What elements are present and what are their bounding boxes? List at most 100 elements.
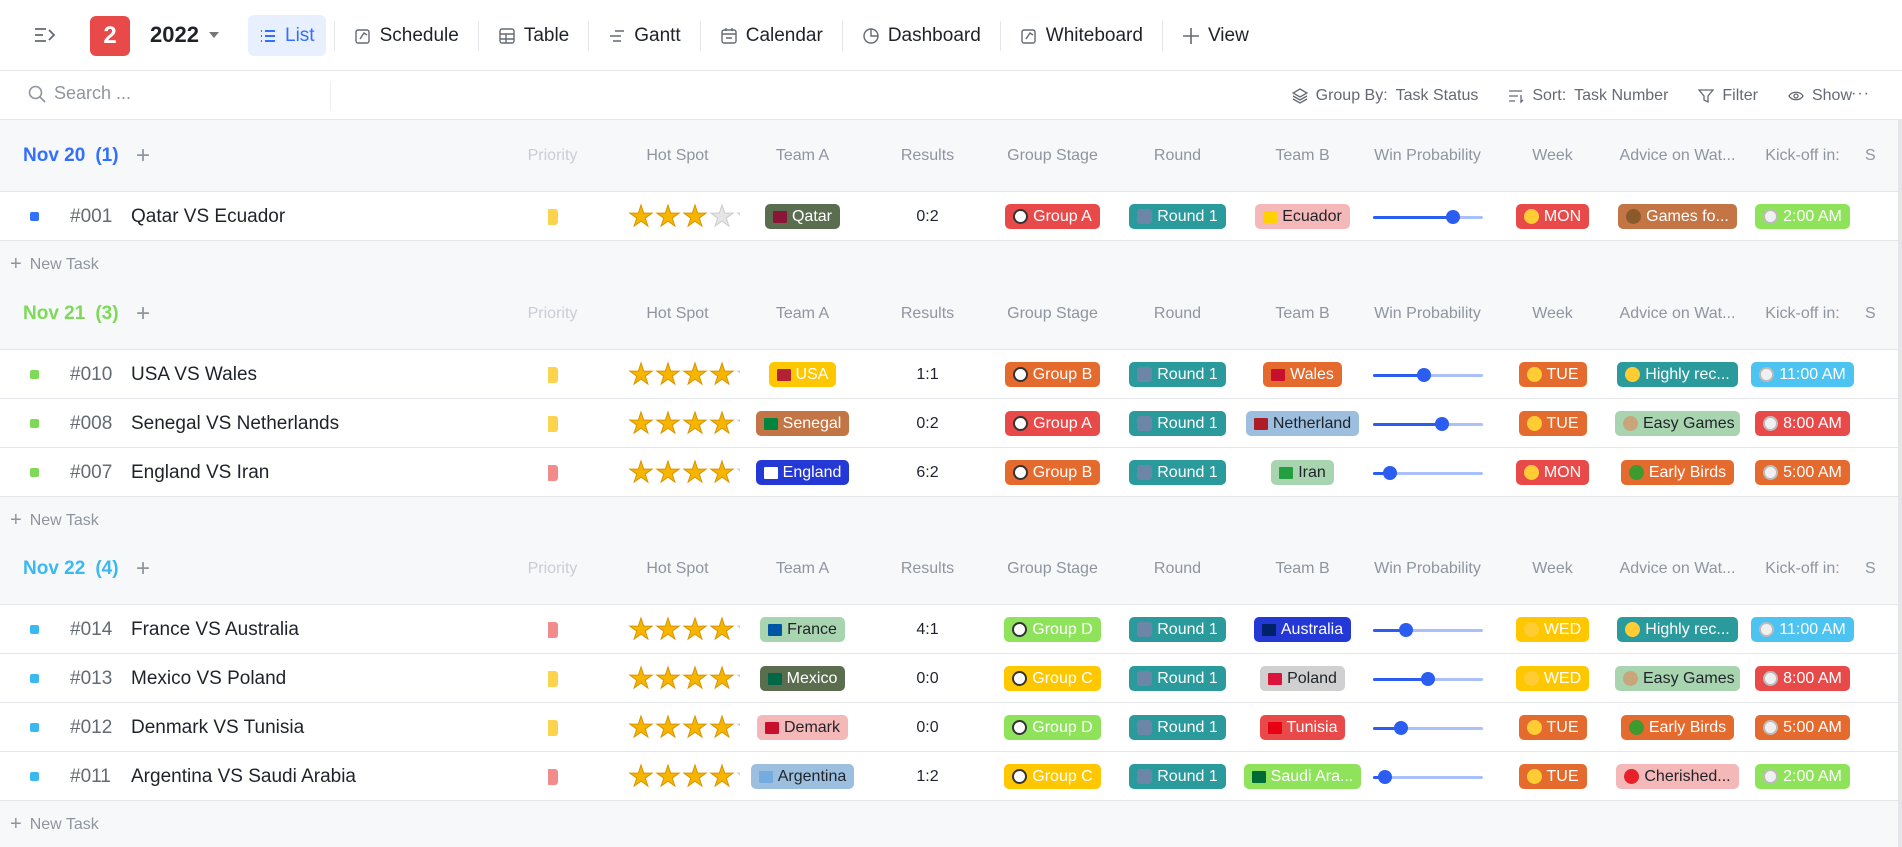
column-header[interactable]: Kick-off in: bbox=[1765, 147, 1840, 164]
show-button[interactable]: Show bbox=[1788, 87, 1852, 105]
task-row[interactable]: #001 Qatar VS Ecuador ★★★★★ Qatar 0:2 Gr… bbox=[0, 191, 1898, 240]
column-header[interactable]: Results bbox=[900, 147, 955, 164]
column-header[interactable]: S bbox=[1865, 560, 1876, 577]
column-header[interactable]: Team B bbox=[1275, 147, 1330, 164]
new-task-button[interactable]: + New Task bbox=[10, 253, 99, 276]
star-icon[interactable]: ★ bbox=[709, 615, 736, 644]
column-header[interactable]: Round bbox=[1153, 305, 1202, 322]
group-stage-tag[interactable]: Group D bbox=[1004, 715, 1101, 740]
star-icon[interactable]: ★ bbox=[736, 713, 741, 742]
column-header[interactable]: Team A bbox=[775, 560, 830, 577]
advice-tag[interactable]: Early Birds bbox=[1620, 460, 1735, 485]
slider-thumb[interactable] bbox=[1383, 465, 1398, 480]
week-tag[interactable]: WED bbox=[1515, 666, 1590, 691]
star-icon[interactable]: ★ bbox=[709, 762, 736, 791]
round-tag[interactable]: Round 1 bbox=[1129, 666, 1226, 691]
star-icon[interactable]: ★ bbox=[736, 615, 741, 644]
round-tag[interactable]: Round 1 bbox=[1129, 764, 1226, 789]
star-icon[interactable]: ★ bbox=[682, 615, 709, 644]
new-task-button[interactable]: + New Task bbox=[10, 813, 99, 836]
week-tag[interactable]: MON bbox=[1515, 460, 1590, 485]
column-header[interactable]: Priority bbox=[527, 305, 578, 322]
star-icon[interactable]: ★ bbox=[682, 409, 709, 438]
hot-spot-rating[interactable]: ★★★★★ bbox=[615, 605, 741, 654]
kickoff-tag[interactable]: 11:00 AM bbox=[1751, 362, 1854, 387]
group-stage-tag[interactable]: Group C bbox=[1004, 764, 1101, 789]
column-header[interactable]: Advice on Wat... bbox=[1619, 560, 1736, 577]
column-header[interactable]: Priority bbox=[527, 560, 578, 577]
task-title[interactable]: Denmark VS Tunisia bbox=[131, 717, 305, 738]
column-header[interactable]: Results bbox=[900, 305, 955, 322]
priority-flag-icon[interactable] bbox=[547, 719, 558, 736]
star-icon[interactable]: ★ bbox=[736, 409, 741, 438]
star-icon[interactable]: ★ bbox=[682, 762, 709, 791]
star-icon[interactable]: ★ bbox=[628, 615, 655, 644]
star-icon[interactable]: ★ bbox=[682, 360, 709, 389]
star-icon[interactable]: ★ bbox=[709, 713, 736, 742]
team-b-tag[interactable]: Wales bbox=[1263, 362, 1342, 387]
star-icon[interactable]: ★ bbox=[628, 458, 655, 487]
project-selector[interactable]: 2022 bbox=[150, 22, 219, 48]
hot-spot-rating[interactable]: ★★★★★ bbox=[615, 399, 741, 448]
column-header[interactable]: Team B bbox=[1275, 560, 1330, 577]
slider-thumb[interactable] bbox=[1434, 416, 1449, 431]
filter-button[interactable]: Filter bbox=[1698, 87, 1758, 105]
column-header[interactable]: Team A bbox=[775, 305, 830, 322]
tab-list[interactable]: List bbox=[248, 15, 326, 56]
round-tag[interactable]: Round 1 bbox=[1129, 715, 1226, 740]
advice-tag[interactable]: Games fo... bbox=[1618, 204, 1737, 229]
week-tag[interactable]: TUE bbox=[1518, 411, 1587, 436]
column-header[interactable]: S bbox=[1865, 305, 1876, 322]
column-header[interactable]: Group Stage bbox=[1007, 147, 1098, 164]
priority-flag-icon[interactable] bbox=[547, 464, 558, 481]
hot-spot-rating[interactable]: ★★★★★ bbox=[615, 752, 741, 801]
star-icon[interactable]: ★ bbox=[709, 202, 736, 231]
tab-whiteboard[interactable]: Whiteboard bbox=[1009, 15, 1154, 56]
priority-flag-icon[interactable] bbox=[547, 670, 558, 687]
column-header[interactable]: Advice on Wat... bbox=[1619, 147, 1736, 164]
star-icon[interactable]: ★ bbox=[628, 409, 655, 438]
add-task-plus-icon[interactable]: + bbox=[136, 300, 151, 327]
advice-tag[interactable]: Highly rec... bbox=[1617, 617, 1738, 642]
team-a-tag[interactable]: France bbox=[760, 617, 845, 642]
column-header[interactable]: Week bbox=[1532, 560, 1573, 577]
star-icon[interactable]: ★ bbox=[655, 409, 682, 438]
star-icon[interactable]: ★ bbox=[736, 360, 741, 389]
task-row[interactable]: #008 Senegal VS Netherlands ★★★★★ Senega… bbox=[0, 398, 1898, 447]
priority-flag-icon[interactable] bbox=[547, 621, 558, 638]
column-header[interactable]: Round bbox=[1153, 560, 1202, 577]
group-stage-tag[interactable]: Group D bbox=[1004, 617, 1101, 642]
team-a-tag[interactable]: USA bbox=[768, 362, 837, 387]
priority-flag-icon[interactable] bbox=[547, 208, 558, 225]
hot-spot-rating[interactable]: ★★★★★ bbox=[615, 448, 741, 497]
star-icon[interactable]: ★ bbox=[709, 360, 736, 389]
star-icon[interactable]: ★ bbox=[736, 202, 741, 231]
week-tag[interactable]: TUE bbox=[1518, 764, 1587, 789]
slider-thumb[interactable] bbox=[1420, 671, 1435, 686]
kickoff-tag[interactable]: 11:00 AM bbox=[1751, 617, 1854, 642]
team-b-tag[interactable]: Tunisia bbox=[1259, 715, 1346, 740]
star-icon[interactable]: ★ bbox=[655, 615, 682, 644]
group-by-button[interactable]: Group By: Task Status bbox=[1291, 87, 1478, 105]
column-header[interactable]: Win Probability bbox=[1374, 560, 1481, 577]
star-icon[interactable]: ★ bbox=[655, 360, 682, 389]
hot-spot-rating[interactable]: ★★★★★ bbox=[615, 703, 741, 752]
win-probability-slider[interactable] bbox=[1372, 209, 1483, 224]
group-title[interactable]: Nov 20 (1) bbox=[23, 145, 119, 167]
star-icon[interactable]: ★ bbox=[628, 360, 655, 389]
new-task-button[interactable]: + New Task bbox=[10, 509, 99, 532]
kickoff-tag[interactable]: 2:00 AM bbox=[1755, 764, 1850, 789]
round-tag[interactable]: Round 1 bbox=[1129, 204, 1226, 229]
task-title[interactable]: Argentina VS Saudi Arabia bbox=[131, 766, 356, 787]
column-header[interactable]: Results bbox=[900, 560, 955, 577]
task-row[interactable]: #012 Denmark VS Tunisia ★★★★★ Demark 0:0… bbox=[0, 702, 1898, 751]
star-icon[interactable]: ★ bbox=[682, 458, 709, 487]
task-title[interactable]: Mexico VS Poland bbox=[131, 668, 287, 689]
priority-flag-icon[interactable] bbox=[547, 415, 558, 432]
column-header[interactable]: Kick-off in: bbox=[1765, 305, 1840, 322]
task-title[interactable]: USA VS Wales bbox=[131, 364, 258, 385]
star-icon[interactable]: ★ bbox=[628, 664, 655, 693]
group-stage-tag[interactable]: Group B bbox=[1004, 362, 1101, 387]
win-probability-slider[interactable] bbox=[1372, 465, 1483, 480]
priority-flag-icon[interactable] bbox=[547, 768, 558, 785]
